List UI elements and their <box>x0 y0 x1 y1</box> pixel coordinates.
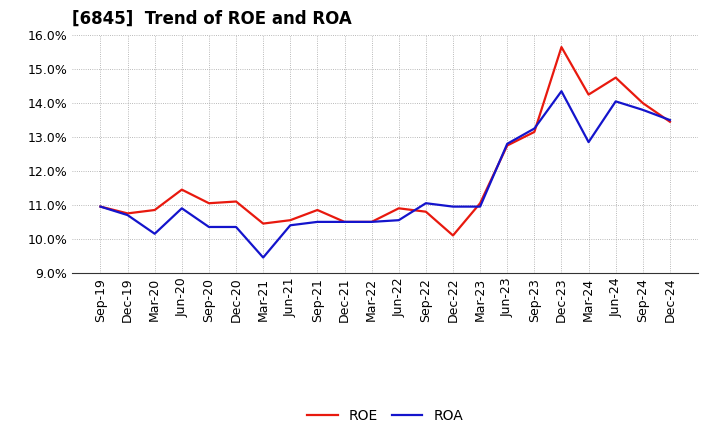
Line: ROA: ROA <box>101 91 670 257</box>
ROA <box>476 204 485 209</box>
ROE <box>178 187 186 192</box>
ROE <box>503 143 511 148</box>
ROE <box>313 207 322 213</box>
ROA <box>341 219 349 224</box>
Text: [6845]  Trend of ROE and ROA: [6845] Trend of ROE and ROA <box>72 10 352 28</box>
ROE <box>341 219 349 224</box>
ROA <box>530 126 539 131</box>
ROA <box>286 223 294 228</box>
ROE <box>259 221 268 226</box>
ROA <box>204 224 213 230</box>
ROA <box>232 224 240 230</box>
ROE <box>421 209 430 214</box>
ROE <box>639 100 647 106</box>
ROE <box>557 44 566 50</box>
ROA <box>178 205 186 211</box>
ROA <box>367 219 376 224</box>
ROE <box>123 211 132 216</box>
ROE <box>150 207 159 213</box>
ROA <box>395 217 403 223</box>
ROE <box>367 219 376 224</box>
ROE <box>96 204 105 209</box>
ROE <box>584 92 593 97</box>
ROA <box>611 99 620 104</box>
ROE <box>286 217 294 223</box>
ROA <box>259 255 268 260</box>
ROE <box>476 201 485 206</box>
ROA <box>96 204 105 209</box>
Line: ROE: ROE <box>101 47 670 235</box>
ROA <box>449 204 457 209</box>
ROA <box>421 201 430 206</box>
ROE <box>449 233 457 238</box>
ROA <box>557 88 566 94</box>
ROE <box>232 199 240 204</box>
ROA <box>150 231 159 236</box>
Legend: ROE, ROA: ROE, ROA <box>302 403 469 429</box>
ROE <box>665 119 674 125</box>
ROE <box>530 129 539 135</box>
ROA <box>123 213 132 218</box>
ROE <box>204 201 213 206</box>
ROA <box>313 219 322 224</box>
ROA <box>639 107 647 113</box>
ROE <box>395 205 403 211</box>
ROA <box>503 141 511 147</box>
ROE <box>611 75 620 80</box>
ROA <box>584 139 593 145</box>
ROA <box>665 117 674 123</box>
